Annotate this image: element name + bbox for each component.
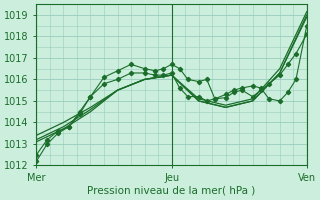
X-axis label: Pression niveau de la mer( hPa ): Pression niveau de la mer( hPa ) xyxy=(87,186,256,196)
